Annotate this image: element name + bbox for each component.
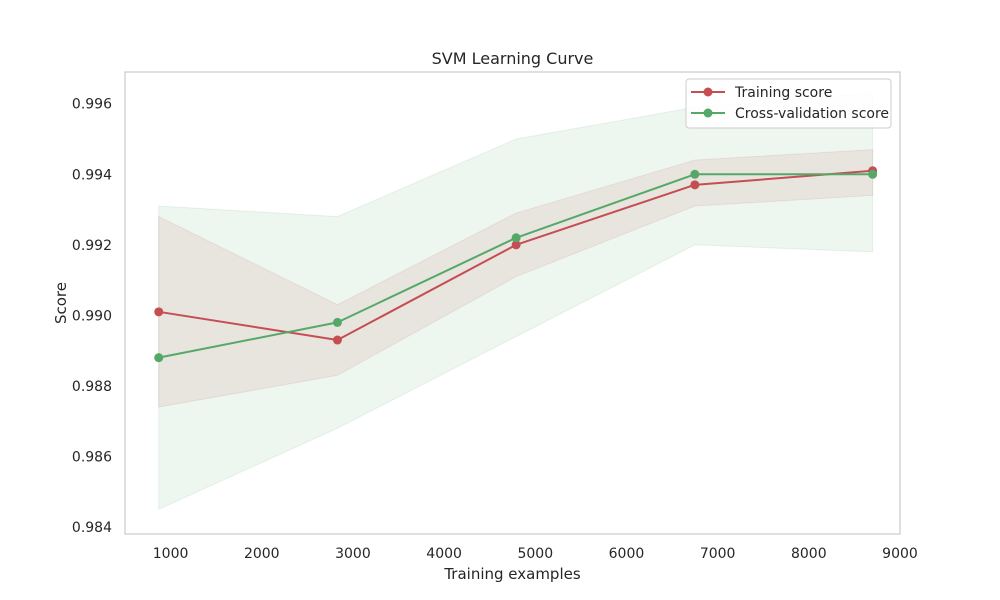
legend: Training score Cross-validation score xyxy=(685,78,892,129)
x-tick-label: 5000 xyxy=(517,546,553,562)
x-tick-label: 9000 xyxy=(882,546,918,562)
x-tick-label: 3000 xyxy=(335,546,371,562)
chart-title: SVM Learning Curve xyxy=(432,49,594,68)
training-score-point xyxy=(690,180,700,190)
y-tick-label: 0.984 xyxy=(72,520,112,536)
legend-label-cross-validation: Cross-validation score xyxy=(735,106,889,122)
legend-marker-training xyxy=(703,87,713,97)
y-tick-label: 0.988 xyxy=(72,379,112,395)
x-tick-label: 8000 xyxy=(791,546,827,562)
training-score-point xyxy=(154,307,164,317)
x-tick-label: 2000 xyxy=(244,546,280,562)
x-axis-ticks: 1000 2000 3000 4000 5000 6000 7000 8000 9000 xyxy=(153,546,918,562)
y-axis-ticks: 0.984 0.986 0.988 0.990 0.992 0.994 0.996 xyxy=(72,97,112,536)
cross-validation-score-band xyxy=(158,92,874,511)
training-score-point xyxy=(332,335,342,345)
x-tick-label: 4000 xyxy=(426,546,462,562)
training-score-point xyxy=(511,240,521,250)
legend-label-training: Training score xyxy=(734,85,832,101)
x-tick-label: 7000 xyxy=(700,546,736,562)
y-tick-label: 0.986 xyxy=(72,449,112,465)
y-tick-label: 0.992 xyxy=(72,238,112,254)
score-points xyxy=(154,166,878,363)
x-tick-label: 6000 xyxy=(609,546,645,562)
y-tick-label: 0.996 xyxy=(72,97,112,113)
legend-box xyxy=(685,78,892,129)
y-axis-title: Score xyxy=(52,282,70,324)
cross-validation-score-point xyxy=(690,169,700,179)
x-tick-label: 1000 xyxy=(153,546,189,562)
legend-marker-cross-validation xyxy=(703,108,713,118)
y-tick-label: 0.994 xyxy=(72,167,112,183)
x-axis-title: Training examples xyxy=(443,565,581,583)
cross-validation-score-point xyxy=(511,233,521,243)
cross-validation-score-point xyxy=(868,169,878,179)
cross-validation-score-point xyxy=(154,353,164,363)
cross-validation-score-point xyxy=(332,317,342,327)
score-bands xyxy=(158,92,874,511)
y-tick-label: 0.990 xyxy=(72,308,112,324)
plot-frame xyxy=(124,71,901,535)
